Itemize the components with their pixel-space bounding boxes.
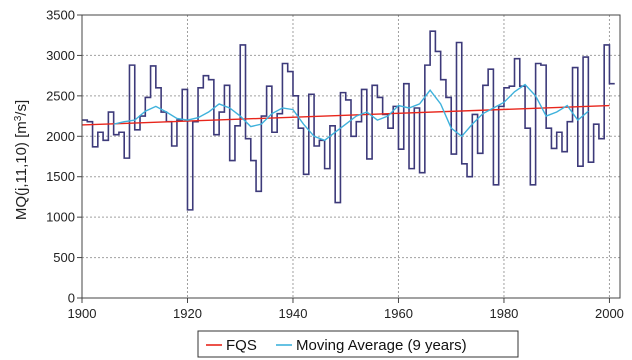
- legend: FQS Moving Average (9 years): [197, 330, 519, 358]
- y-axis-title: MQ(j,11,10) [m3/s]: [13, 100, 31, 220]
- plot-area-frame: [81, 14, 621, 299]
- y-tick-label-3000: 3000: [46, 48, 75, 63]
- x-tick-label-1900: 1900: [68, 306, 97, 321]
- series-layer: [81, 30, 615, 211]
- y-tick-label-3500: 3500: [46, 8, 75, 23]
- x-axis-tick-labels: 1900 1920 1940 1960 1980 2000: [68, 306, 624, 321]
- legend-label-fqs: FQS: [226, 337, 257, 354]
- x-tick-label-1980: 1980: [489, 306, 518, 321]
- legend-box: [197, 330, 519, 358]
- y-tick-label-1000: 1000: [46, 210, 75, 225]
- y-tick-label-2500: 2500: [46, 88, 75, 103]
- x-tick-label-1940: 1940: [279, 306, 308, 321]
- x-tick-label-1960: 1960: [384, 306, 413, 321]
- y-tick-label-2000: 2000: [46, 129, 75, 144]
- x-tick-label-1920: 1920: [173, 306, 202, 321]
- series-line-annual: [82, 30, 615, 211]
- y-tick-label-500: 500: [53, 250, 75, 265]
- y-tick-label-1500: 1500: [46, 169, 75, 184]
- grid-lines: [82, 15, 620, 298]
- legend-label-moving-average: Moving Average (9 years): [296, 337, 467, 354]
- y-tick-label-0: 0: [68, 291, 75, 306]
- x-tick-label-2000: 2000: [595, 306, 624, 321]
- series-line-2: [113, 83, 589, 142]
- axis-ticks: [77, 14, 610, 303]
- series-line-1: [81, 104, 610, 126]
- y-axis-tick-labels: 0 500 1000 1500 2000 2500 3000 3500: [46, 8, 75, 306]
